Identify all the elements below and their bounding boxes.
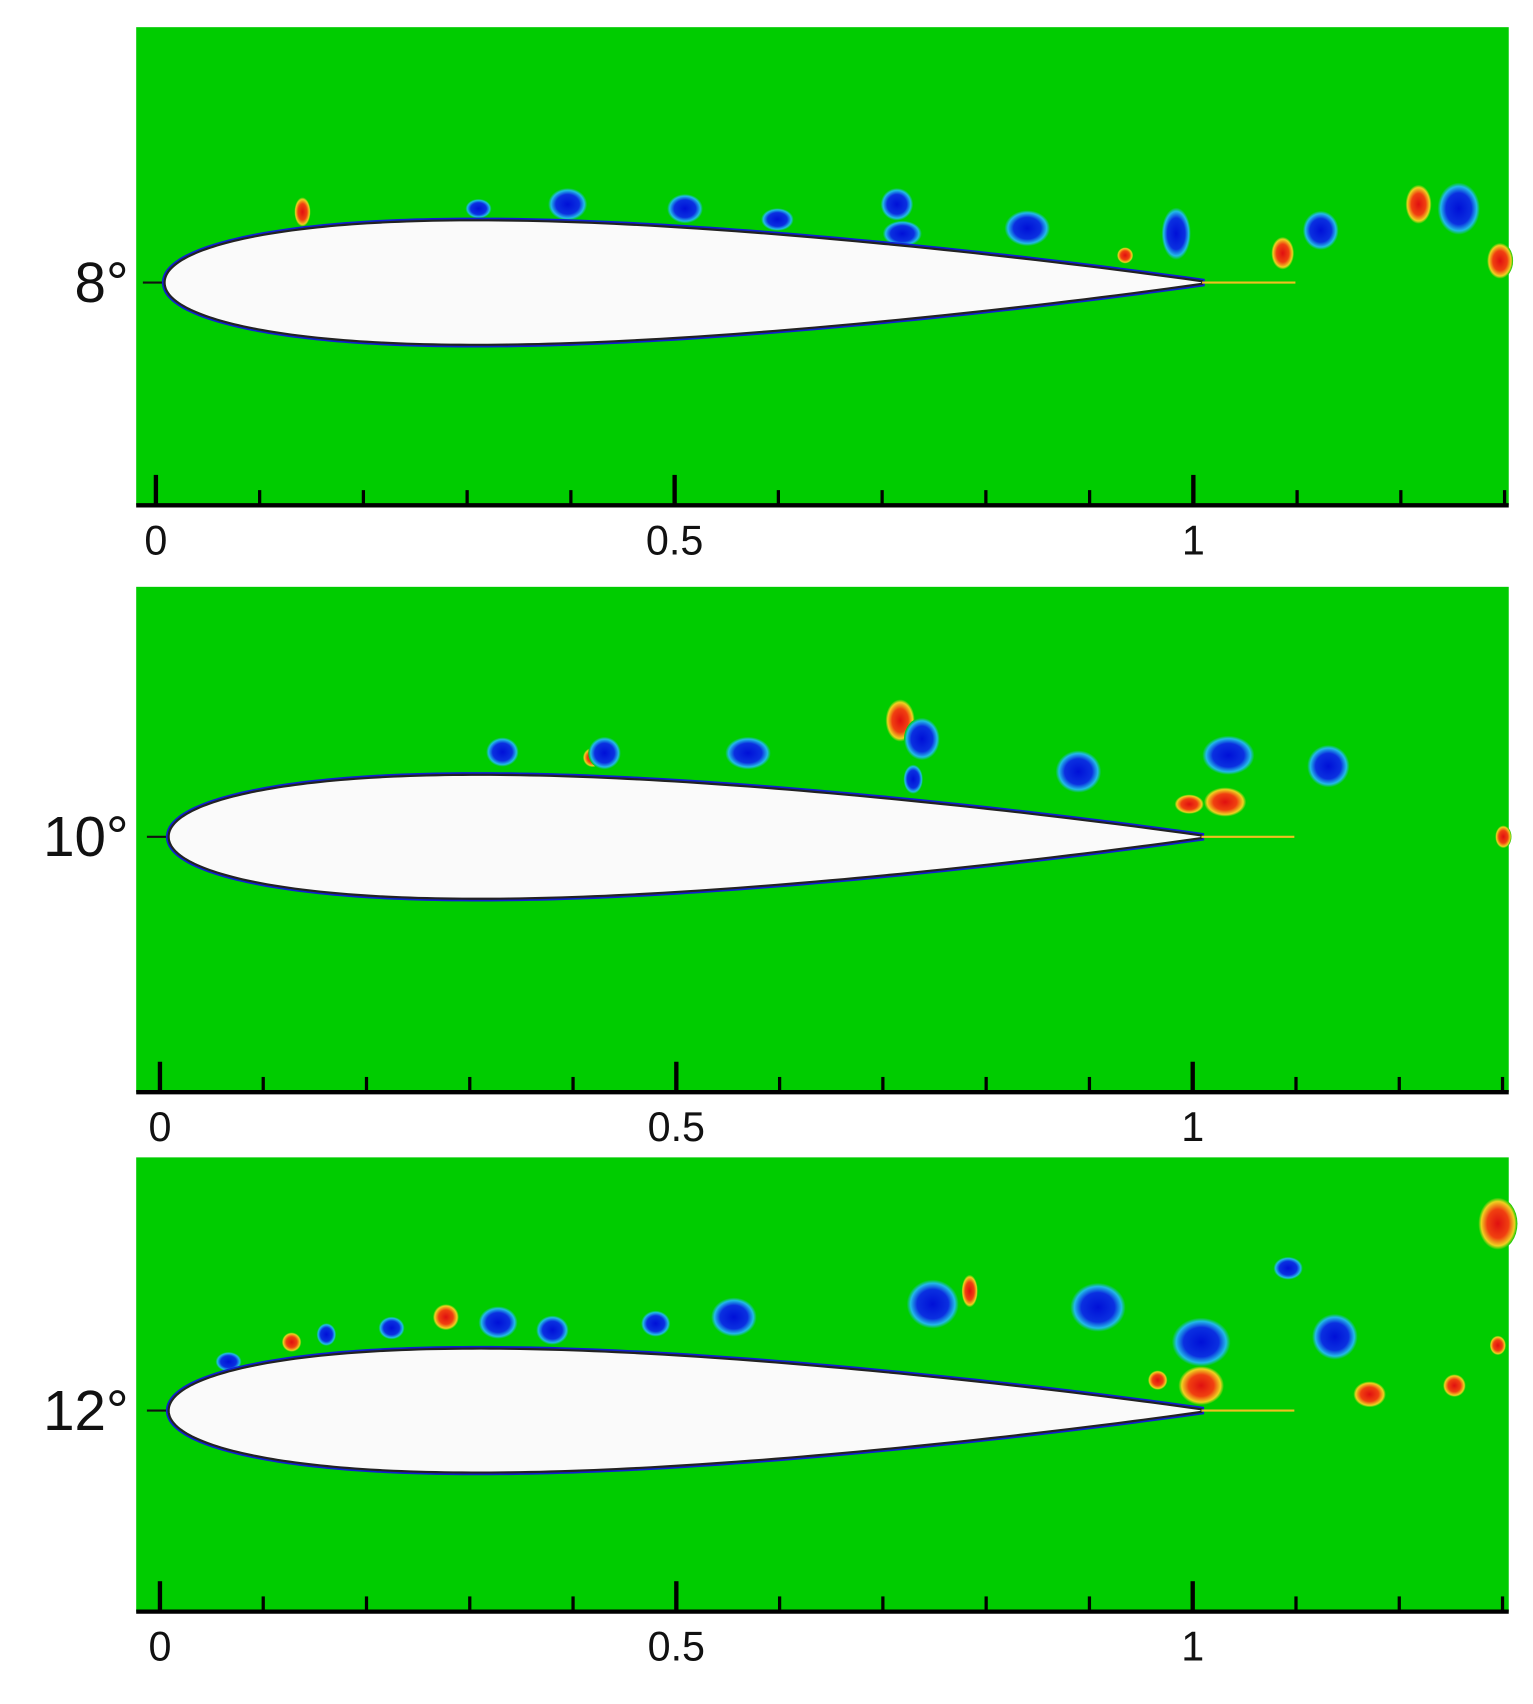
vortex-positive	[1405, 184, 1432, 224]
vortex-negative	[1437, 182, 1480, 235]
x-tick-label: 1	[1181, 1624, 1204, 1670]
vortex-negative	[903, 717, 940, 761]
vortex-negative	[1070, 1282, 1126, 1332]
vortex-negative	[478, 1306, 518, 1339]
vortex-negative	[640, 1310, 671, 1337]
x-tick-label: 0.5	[648, 1104, 705, 1150]
vortex-negative	[536, 1315, 569, 1345]
panel: 0 0.5 1 10°	[43, 586, 1512, 1150]
x-tick-label: 1	[1182, 517, 1205, 563]
vortex-negative	[378, 1316, 405, 1340]
vortex-positive	[1116, 247, 1134, 264]
vortex-positive	[1478, 1197, 1518, 1250]
vortex-negative	[1004, 210, 1051, 247]
vortex-negative	[882, 220, 922, 247]
vortex-negative	[667, 193, 703, 224]
vortex-positive	[294, 197, 311, 227]
vortex-positive	[1495, 825, 1512, 849]
panel: 0 0.5 1 8°	[75, 27, 1514, 563]
vortex-negative	[1161, 207, 1191, 260]
vortex-negative	[1202, 735, 1255, 775]
vortex-negative	[215, 1351, 242, 1372]
vortex-positive	[1147, 1370, 1168, 1390]
vortex-negative	[1171, 1317, 1231, 1367]
x-tick-label: 0	[144, 517, 167, 563]
vortex-negative	[486, 737, 519, 767]
x-tick-label: 0.5	[646, 517, 703, 563]
x-tick-label: 1	[1181, 1104, 1204, 1150]
vortex-negative	[725, 736, 771, 770]
vortex-negative	[1307, 744, 1350, 788]
angle-label: 12°	[43, 1379, 128, 1442]
vortex-positive	[1442, 1374, 1466, 1397]
vortex-negative	[1055, 750, 1102, 793]
vortex-negative	[880, 188, 914, 221]
vortex-positive	[1487, 242, 1514, 279]
panel: 0 0.5 1 12°	[43, 1157, 1518, 1670]
vortex-positive	[1489, 1335, 1507, 1356]
x-tick-label: 0.5	[648, 1624, 705, 1670]
angle-label: 8°	[75, 251, 129, 314]
x-tick-label: 0	[148, 1624, 171, 1670]
vortex-positive	[1174, 794, 1204, 814]
vortex-negative	[1312, 1313, 1358, 1360]
vortex-negative	[465, 198, 492, 219]
vortex-negative	[588, 736, 621, 770]
vortex-negative	[906, 1279, 959, 1329]
vortex-negative	[711, 1297, 757, 1337]
vortex-negative	[761, 208, 794, 231]
x-tick-label: 0	[148, 1104, 171, 1150]
vortex-positive	[1203, 787, 1247, 817]
vortex-negative	[548, 188, 588, 221]
vortex-negative	[316, 1323, 337, 1346]
vortex-positive	[432, 1304, 459, 1331]
vortex-positive	[281, 1332, 302, 1352]
vortex-positive	[961, 1274, 978, 1308]
vortex-positive	[1178, 1366, 1225, 1406]
angle-label: 10°	[43, 805, 128, 868]
vortex-negative	[903, 764, 923, 794]
vortex-positive	[1353, 1381, 1386, 1408]
vortex-negative	[1273, 1256, 1303, 1280]
vortex-negative	[1302, 210, 1339, 250]
vortex-positive	[1271, 236, 1295, 270]
